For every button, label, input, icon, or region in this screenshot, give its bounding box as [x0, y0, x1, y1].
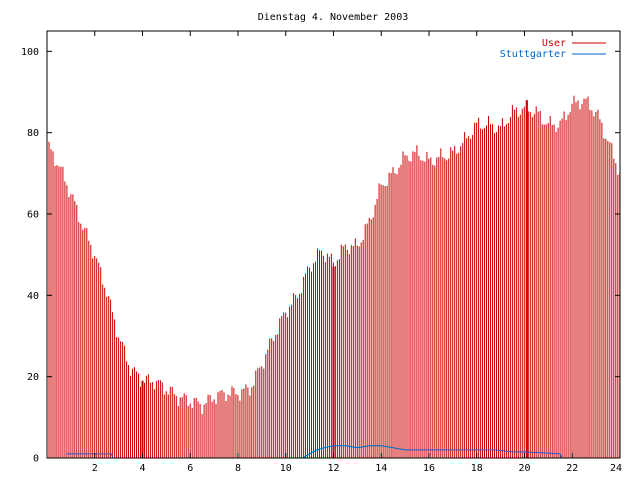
x-tick-label: 22	[566, 463, 578, 474]
y-tick-label: 0	[33, 454, 39, 465]
x-tick-label: 20	[518, 463, 530, 474]
x-tick-label: 14	[375, 463, 387, 474]
x-tick-label: 10	[280, 463, 292, 474]
chart-title: Dienstag 4. November 2003	[258, 12, 409, 23]
y-tick-label: 20	[27, 372, 39, 383]
stuttgarter-line	[66, 445, 620, 459]
x-tick-label: 12	[327, 463, 339, 474]
x-tick-label: 8	[235, 463, 241, 474]
y-tick-label: 80	[27, 128, 39, 139]
y-tick-label: 60	[27, 210, 39, 221]
x-tick-label: 6	[187, 463, 193, 474]
user-impulses	[46, 95, 621, 458]
y-tick-label: 100	[21, 47, 39, 58]
x-tick-label: 16	[423, 463, 435, 474]
x-tick-label: 2	[92, 463, 98, 474]
legend: User Stuttgarter	[500, 38, 606, 60]
stuttgarter-line-layer	[66, 445, 620, 459]
x-tick-label: 24	[610, 463, 622, 474]
legend-stuttgarter-label: Stuttgarter	[500, 49, 566, 60]
x-tick-label: 18	[471, 463, 483, 474]
x-tick-label: 4	[139, 463, 145, 474]
legend-user-label: User	[542, 38, 566, 49]
y-tick-label: 40	[27, 291, 39, 302]
